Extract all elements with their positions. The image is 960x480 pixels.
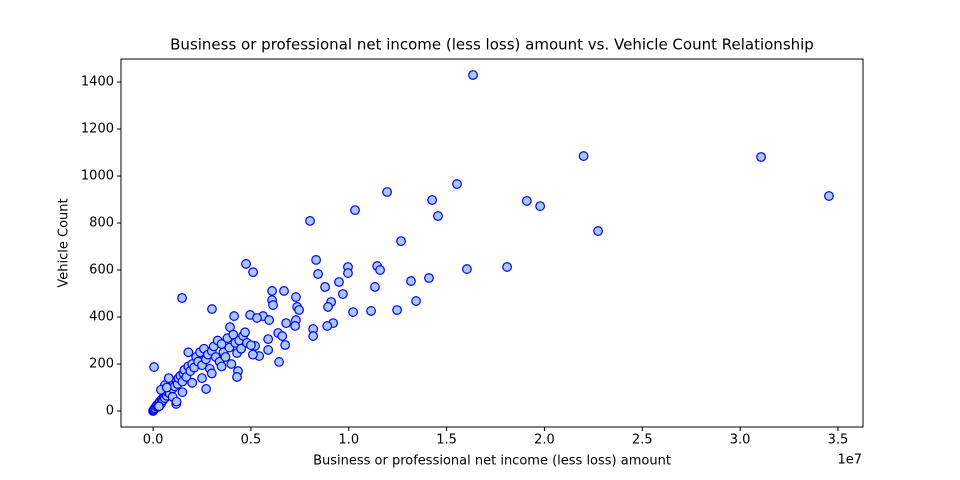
point <box>462 264 472 274</box>
point <box>240 327 250 338</box>
x-tick-label: 2.5 <box>632 433 653 448</box>
point <box>343 268 353 278</box>
point <box>322 321 333 331</box>
point <box>207 304 217 314</box>
point <box>427 195 438 205</box>
point <box>578 151 589 161</box>
point <box>382 187 393 197</box>
y-tick-label: 200 <box>89 357 114 372</box>
point <box>311 255 321 265</box>
point <box>824 191 834 201</box>
point <box>502 262 512 272</box>
y-tick-label: 1000 <box>81 169 114 184</box>
y-tick-label: 600 <box>89 263 114 278</box>
point <box>263 334 274 345</box>
point <box>305 216 315 226</box>
plot-frame <box>120 58 864 428</box>
point <box>535 201 546 212</box>
point <box>241 259 251 269</box>
point <box>274 357 285 367</box>
y-tick-label: 800 <box>89 216 114 231</box>
point <box>201 384 212 394</box>
point <box>468 70 478 80</box>
point <box>313 269 323 279</box>
point <box>280 340 291 350</box>
y-tick-label: 400 <box>89 310 114 325</box>
point <box>236 343 247 354</box>
point <box>246 340 256 351</box>
point <box>308 331 319 341</box>
point <box>163 373 174 384</box>
point <box>406 276 416 286</box>
point <box>220 352 231 362</box>
x-tick-label: 1.5 <box>436 433 457 448</box>
x-tick-label: 0.0 <box>143 433 164 448</box>
x-tick-label: 0.5 <box>241 433 262 448</box>
point <box>232 372 242 382</box>
point <box>294 305 304 315</box>
x-axis-label: Business or professional net income (les… <box>313 454 671 469</box>
point <box>177 387 188 398</box>
x-tick-label: 3.0 <box>730 433 751 448</box>
point <box>366 306 376 316</box>
point <box>323 302 333 312</box>
point <box>370 282 380 292</box>
points <box>148 70 834 416</box>
point <box>206 368 217 379</box>
point <box>350 205 360 216</box>
point <box>277 331 288 341</box>
point <box>183 347 194 358</box>
x-tick-label: 3.5 <box>828 433 849 448</box>
point <box>252 313 262 323</box>
point <box>392 305 402 315</box>
point <box>216 361 227 372</box>
point <box>411 296 421 306</box>
point <box>756 152 766 162</box>
point <box>197 373 207 384</box>
y-tick-label: 0 <box>106 404 114 419</box>
point <box>396 236 406 247</box>
point <box>264 315 275 325</box>
point <box>226 359 237 369</box>
point <box>290 321 301 331</box>
point <box>268 300 278 310</box>
point <box>375 265 385 275</box>
point <box>154 401 164 412</box>
point <box>521 196 532 206</box>
point <box>348 307 358 317</box>
point <box>334 277 344 287</box>
point <box>171 396 182 407</box>
point <box>279 286 289 296</box>
point <box>337 289 348 299</box>
ticks: 0.0 0.5 1.0 1.5 2.0 2.5 3.0 3.5 0 200 400 600 800 100… <box>81 75 848 448</box>
y-axis-label: Vehicle Count <box>57 198 72 287</box>
point <box>267 286 277 296</box>
point <box>248 267 258 278</box>
point <box>149 362 159 372</box>
y-tick-label: 1200 <box>81 122 114 137</box>
x-tick-label: 1.0 <box>338 433 359 448</box>
point <box>452 179 462 189</box>
point <box>424 273 434 283</box>
point <box>187 377 198 388</box>
point <box>593 226 603 236</box>
point <box>281 318 292 329</box>
point <box>291 292 301 302</box>
x-tick-label: 2.0 <box>534 433 555 448</box>
chart-title: Business or professional net income (les… <box>170 36 814 54</box>
point <box>229 311 240 321</box>
y-tick-label: 1400 <box>81 75 114 90</box>
x-offset-label: 1e7 <box>837 453 862 468</box>
point <box>263 345 274 355</box>
point <box>177 293 187 303</box>
point <box>320 282 330 292</box>
point <box>247 349 258 360</box>
point <box>161 382 172 393</box>
point <box>433 211 443 221</box>
